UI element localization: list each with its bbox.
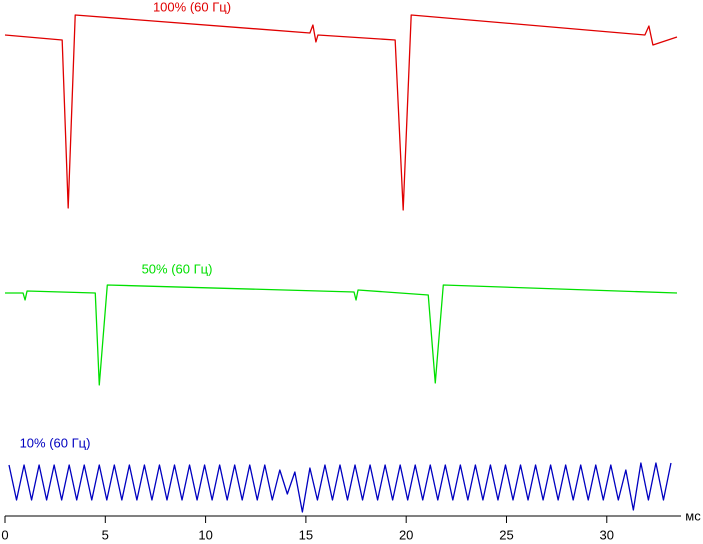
x-tick-label: 15 — [299, 527, 313, 542]
x-tick-label: 5 — [102, 527, 109, 542]
series-label: 100% (60 Гц) — [153, 0, 231, 14]
x-tick-label: 25 — [499, 527, 513, 542]
trace — [4, 14, 678, 211]
x-tick-label: 10 — [198, 527, 212, 542]
trace — [5, 284, 678, 386]
x-axis-label: мс — [685, 508, 701, 523]
x-tick-label: 30 — [600, 527, 614, 542]
trace — [8, 462, 672, 513]
x-tick-label: 20 — [399, 527, 413, 542]
series-label: 10% (60 Гц) — [20, 435, 91, 450]
series-label: 50% (60 Гц) — [142, 261, 213, 276]
x-tick-label: 0 — [1, 527, 8, 542]
